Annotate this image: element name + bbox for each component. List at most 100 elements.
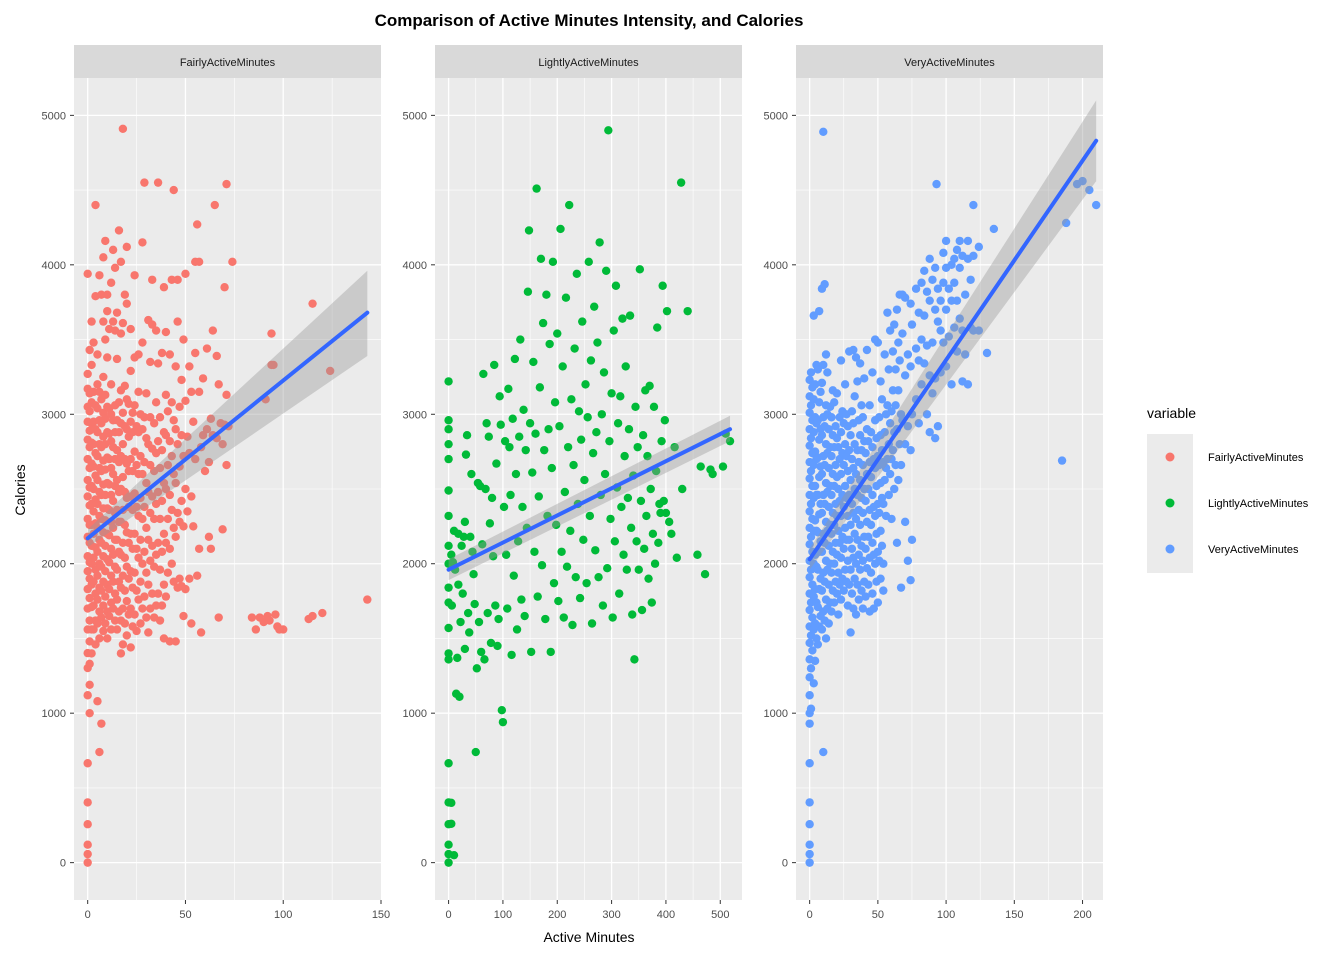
data-point <box>93 499 102 509</box>
data-point <box>103 290 112 299</box>
data-point <box>888 347 898 356</box>
data-point <box>97 586 106 595</box>
data-point <box>896 460 906 470</box>
data-point <box>204 457 214 467</box>
data-point <box>805 572 814 582</box>
data-point <box>444 840 453 849</box>
x-tick-label: 200 <box>548 909 566 921</box>
data-point <box>138 514 147 524</box>
data-point <box>955 263 964 273</box>
data-point <box>476 647 486 657</box>
data-point <box>89 338 98 347</box>
data-point <box>830 559 839 568</box>
data-point <box>862 345 872 355</box>
data-point <box>545 339 554 349</box>
data-point <box>575 593 585 603</box>
data-point <box>183 507 192 516</box>
data-point <box>140 502 149 512</box>
data-point <box>864 532 873 542</box>
data-point <box>805 507 814 516</box>
data-point <box>177 496 186 506</box>
data-point <box>499 502 509 512</box>
data-point <box>944 284 954 293</box>
data-point <box>85 708 94 718</box>
data-point <box>456 617 465 627</box>
x-tick-label: 150 <box>372 909 390 921</box>
data-point <box>447 550 456 559</box>
data-point <box>444 511 453 521</box>
data-point <box>883 308 892 317</box>
data-point <box>185 362 194 371</box>
data-point <box>849 345 858 355</box>
data-point <box>834 526 843 536</box>
panel-1: FairlyActiveMinutes010002000300040005000… <box>42 45 390 921</box>
data-point <box>118 124 128 134</box>
data-point <box>130 447 139 456</box>
data-point <box>877 395 887 404</box>
data-point <box>101 390 110 400</box>
data-point <box>191 454 200 464</box>
data-point <box>535 383 545 392</box>
data-point <box>108 469 118 479</box>
data-point <box>112 595 122 604</box>
y-tick-label: 5000 <box>403 110 427 122</box>
data-point <box>587 619 597 628</box>
data-point <box>891 401 900 410</box>
y-tick-label: 3000 <box>764 409 788 421</box>
data-point <box>879 499 888 509</box>
data-point <box>898 329 907 338</box>
data-point <box>817 508 827 518</box>
data-point <box>547 463 557 473</box>
data-point <box>89 507 98 516</box>
data-point <box>108 245 118 255</box>
data-point <box>536 254 546 264</box>
data-point <box>120 290 130 299</box>
data-point <box>171 532 180 542</box>
data-point <box>553 329 562 338</box>
data-point <box>591 546 600 555</box>
data-point <box>894 475 903 485</box>
data-point <box>581 380 590 389</box>
data-point <box>93 547 102 556</box>
data-point <box>847 544 857 553</box>
data-point <box>907 535 917 545</box>
data-point <box>887 407 896 416</box>
data-point <box>112 625 122 634</box>
data-point <box>491 601 500 610</box>
panel-3: VeryActiveMinutes 0 1000 2000 3000 4000 5000 0 5… <box>764 45 1103 921</box>
data-point <box>142 478 151 488</box>
data-point <box>836 469 846 479</box>
data-point <box>101 335 110 344</box>
data-point <box>142 523 151 533</box>
data-point <box>974 242 984 252</box>
data-point <box>623 493 633 503</box>
data-point <box>858 413 868 422</box>
data-point <box>208 326 218 335</box>
data-point <box>667 529 676 539</box>
data-point <box>104 558 114 567</box>
data-point <box>93 595 102 604</box>
data-point <box>83 691 92 700</box>
data-point <box>615 589 624 598</box>
data-point <box>966 275 975 284</box>
data-point <box>269 360 278 370</box>
data-point <box>83 759 92 768</box>
data-point <box>490 360 499 370</box>
data-point <box>892 305 902 314</box>
data-point <box>708 469 717 479</box>
data-point <box>858 604 868 613</box>
data-point <box>860 374 869 383</box>
data-point <box>960 350 970 359</box>
data-point <box>601 266 611 275</box>
data-point <box>116 329 126 338</box>
data-point <box>496 420 505 429</box>
data-point <box>900 439 910 449</box>
data-point <box>880 350 889 359</box>
data-point <box>363 595 372 604</box>
data-point <box>513 537 523 546</box>
data-point <box>179 335 188 344</box>
data-point <box>457 541 466 550</box>
data-point <box>866 520 876 530</box>
data-point <box>153 589 163 598</box>
y-tick-label: 3000 <box>403 409 427 421</box>
